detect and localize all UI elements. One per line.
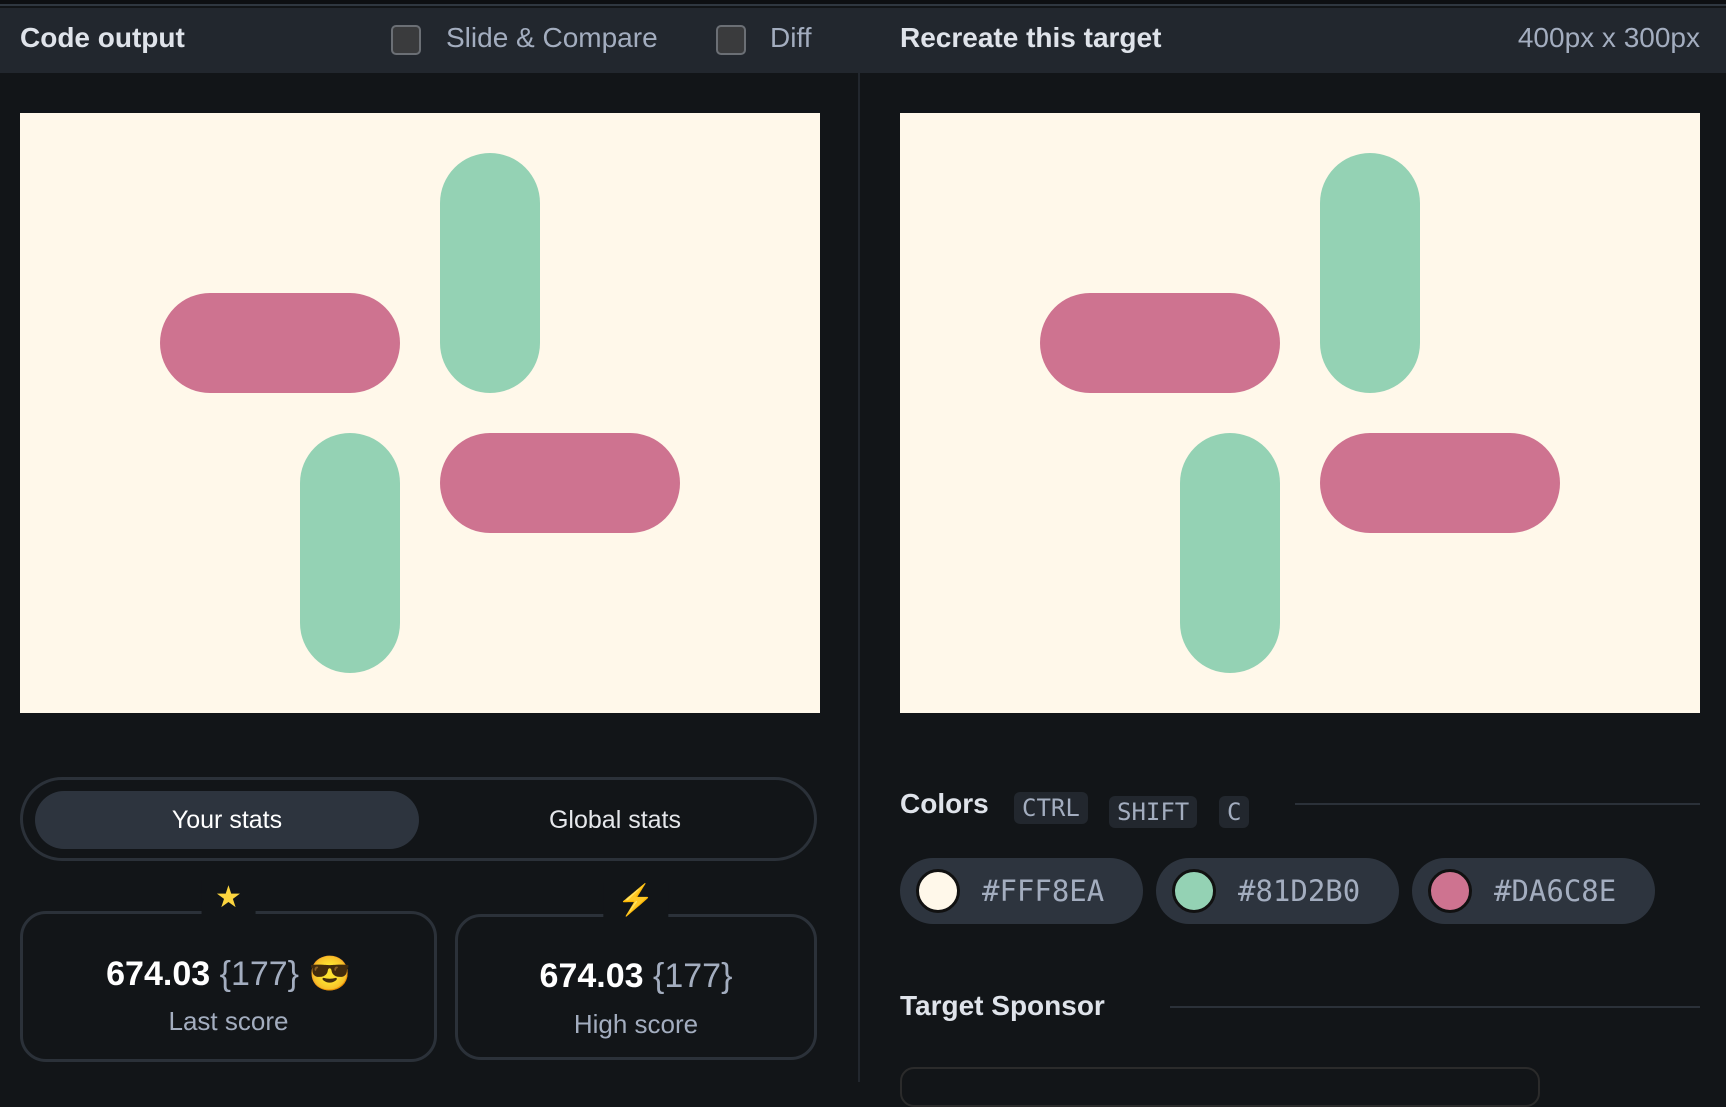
pink-bar-top xyxy=(1040,293,1280,393)
swatch-hex: #DA6C8E xyxy=(1494,874,1617,908)
slide-compare-checkbox[interactable] xyxy=(391,25,421,55)
green-bar-top xyxy=(440,153,540,393)
pink-bar-bottom xyxy=(440,433,680,533)
target-canvas xyxy=(900,113,1700,713)
high-score-label: High score xyxy=(573,1009,699,1039)
sponsor-divider xyxy=(1170,1006,1700,1008)
sponsor-box[interactable] xyxy=(900,1067,1540,1107)
green-bar-bottom xyxy=(1180,433,1280,673)
pink-bar-bottom xyxy=(1320,433,1560,533)
kbd-c: C xyxy=(1219,796,1250,828)
color-swatch-cream[interactable]: #FFF8EA xyxy=(900,858,1143,924)
last-score-value: 674.03 {177} 😎 xyxy=(23,954,434,994)
colors-title: Colors xyxy=(900,788,989,819)
last-score-count: {177} xyxy=(219,955,300,993)
last-score-label: Last score xyxy=(168,1006,289,1036)
diff-label[interactable]: Diff xyxy=(770,22,812,53)
high-score-number: 674.03 xyxy=(539,957,644,995)
high-score-value: 674.03 {177} xyxy=(458,957,814,996)
stats-toggle: Your stats Global stats xyxy=(20,777,817,861)
colors-divider xyxy=(1295,803,1700,805)
last-score-number: 674.03 xyxy=(106,955,211,993)
kbd-ctrl: CTRL xyxy=(1014,792,1088,824)
star-icon: ★ xyxy=(201,880,256,915)
swatch-dot xyxy=(1172,869,1216,913)
lightning-icon: ⚡ xyxy=(603,883,669,918)
kbd-shift: SHIFT xyxy=(1109,796,1198,828)
swatch-dot xyxy=(1428,869,1472,913)
panel-divider xyxy=(858,8,860,1082)
sponsor-title: Target Sponsor xyxy=(900,990,1105,1021)
target-dimensions: 400px x 300px xyxy=(1517,22,1700,53)
swatch-dot xyxy=(916,869,960,913)
target-svg xyxy=(1040,153,1560,673)
top-border xyxy=(0,0,1726,6)
target-title: Recreate this target xyxy=(900,22,1162,53)
code-output-canvas[interactable] xyxy=(20,113,820,713)
high-score-count: {177} xyxy=(653,957,733,995)
diff-checkbox[interactable] xyxy=(716,25,746,55)
color-swatch-green[interactable]: #81D2B0 xyxy=(1156,858,1399,924)
pink-bar-top xyxy=(160,293,400,393)
swatch-hex: #81D2B0 xyxy=(1238,874,1361,908)
swatch-hex: #FFF8EA xyxy=(982,874,1105,908)
code-output-title: Code output xyxy=(20,22,185,53)
code-output-header xyxy=(0,8,858,73)
high-score-card: ⚡ 674.03 {177} High score xyxy=(455,883,817,1060)
last-score-card: ★ 674.03 {177} 😎 Last score xyxy=(20,880,437,1062)
green-bar-top xyxy=(1320,153,1420,393)
output-svg xyxy=(160,153,680,673)
target-header xyxy=(860,8,1726,73)
slide-compare-label[interactable]: Slide & Compare xyxy=(446,22,658,53)
tab-your-stats[interactable]: Your stats xyxy=(35,791,419,849)
sunglasses-emoji-icon: 😎 xyxy=(308,955,351,993)
color-swatch-pink[interactable]: #DA6C8E xyxy=(1412,858,1655,924)
tab-global-stats[interactable]: Global stats xyxy=(548,805,681,834)
green-bar-bottom xyxy=(300,433,400,673)
